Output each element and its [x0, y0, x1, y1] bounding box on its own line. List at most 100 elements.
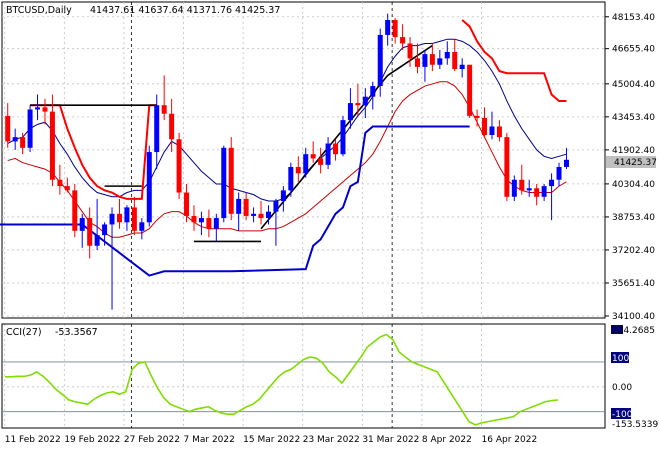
candle-body	[139, 222, 145, 231]
candle-body	[541, 186, 547, 197]
time-tick-label: 31 Mar 2022	[362, 435, 419, 445]
cci-grid	[2, 361, 605, 413]
candle-body	[57, 179, 63, 187]
ohlc-values: 41437.61 41637.64 41371.76 41425.37	[90, 5, 280, 16]
candle-body	[5, 115, 11, 142]
candle-body	[347, 103, 353, 121]
candle-body	[429, 54, 435, 65]
cci-tick-0: 0.00	[612, 383, 632, 393]
price-tick-label: 45004.40	[612, 80, 655, 90]
candle-body	[176, 139, 182, 193]
candle-body	[511, 179, 517, 197]
candle-body	[303, 154, 309, 174]
price-grid	[2, 16, 605, 317]
candle-body	[87, 218, 93, 246]
candlesticks	[5, 13, 569, 310]
time-tick-label: 16 Apr 2022	[482, 435, 538, 445]
candle-body	[169, 113, 175, 140]
candle-body	[280, 190, 286, 202]
candle-body	[385, 20, 391, 35]
time-tick-label: 15 Mar 2022	[243, 435, 300, 445]
candle-body	[362, 96, 368, 106]
time-tick-label: 8 Apr 2022	[422, 435, 472, 445]
lower-band-line	[7, 81, 567, 238]
candle-body	[482, 117, 488, 136]
time-tick-label: 11 Feb 2022	[5, 435, 61, 445]
price-pane-frame	[1, 1, 606, 319]
candle-body	[467, 64, 473, 116]
candle-body	[243, 198, 249, 216]
price-tick-label: 34100.40	[612, 312, 655, 322]
cci-tick-100: 100	[612, 354, 629, 364]
last-price-label: 41425.37	[614, 158, 657, 168]
candle-body	[370, 86, 376, 97]
price-tick-label: 40304.40	[612, 180, 655, 190]
candle-body	[310, 154, 316, 159]
candle-body	[258, 213, 264, 219]
candle-body	[228, 147, 234, 214]
candle-body	[444, 51, 450, 59]
candle-body	[79, 218, 85, 231]
candle-body	[534, 188, 540, 197]
candle-body	[42, 107, 48, 112]
cci-minus100-marker	[611, 408, 631, 419]
candle-body	[556, 166, 562, 180]
stop-line-red-recent	[461, 19, 567, 102]
cci-name: CCI(27)	[6, 327, 42, 338]
candle-body	[459, 64, 465, 70]
upper-band-line	[7, 38, 567, 202]
candle-body	[519, 179, 525, 191]
candle-body	[437, 58, 443, 65]
candle-body	[154, 105, 160, 153]
price-tick-label: 37202.40	[612, 246, 655, 256]
price-pane[interactable]: 48153.40 46655.40 45004.40 43453.40 41902.40…	[0, 1, 657, 428]
candle-body	[377, 34, 383, 87]
price-tick-label: 38753.40	[612, 213, 655, 223]
candle-body	[452, 51, 458, 70]
time-tick-label: 19 Feb 2022	[64, 435, 120, 445]
candle-body	[251, 213, 257, 216]
candle-body	[64, 186, 70, 191]
candle-body	[407, 43, 413, 59]
candle-body	[392, 20, 398, 38]
price-tick-label: 35651.40	[612, 279, 655, 289]
candle-body	[526, 188, 532, 191]
cci-top-marker	[611, 325, 623, 334]
candle-body	[295, 166, 301, 174]
price-tick-label: 46655.40	[612, 45, 655, 55]
candle-body	[72, 190, 78, 231]
cci-value: -53.3567	[55, 327, 98, 338]
last-price-tag	[606, 156, 656, 168]
cci-pane[interactable]: CCI(27) -53.3567 224.2685 100 0.00 -100 …	[1, 323, 658, 430]
candle-body	[191, 215, 197, 223]
time-grid	[4, 2, 482, 428]
price-tick-label: 43453.40	[612, 113, 655, 123]
time-axis: 11 Feb 2022 19 Feb 2022 27 Feb 2022 7 Mar 2…	[5, 435, 537, 445]
candle-body	[318, 158, 324, 165]
candle-body	[221, 147, 227, 219]
candle-body	[146, 152, 152, 223]
candle-body	[102, 224, 108, 236]
candle-body	[288, 166, 294, 191]
candle-body	[549, 179, 555, 187]
cci-line	[5, 333, 559, 426]
price-axis: 48153.40 46655.40 45004.40 43453.40 41902.40…	[605, 13, 655, 322]
candle-body	[400, 37, 406, 44]
candle-body	[206, 218, 212, 229]
candle-body	[236, 198, 242, 214]
candle-body	[355, 103, 361, 106]
candle-body	[12, 137, 18, 142]
candle-body	[213, 218, 219, 229]
stop-line-blue	[0, 125, 470, 277]
candle-body	[124, 207, 130, 223]
candle-body	[35, 107, 41, 110]
time-tick-label: 27 Feb 2022	[124, 435, 180, 445]
candle-body	[496, 126, 502, 138]
candle-body	[489, 126, 495, 136]
candle-body	[20, 137, 26, 148]
candle-body	[94, 235, 100, 246]
symbol-label: BTCUSD,Daily	[6, 5, 72, 16]
candle-body	[109, 213, 115, 225]
candle-body	[198, 218, 204, 223]
